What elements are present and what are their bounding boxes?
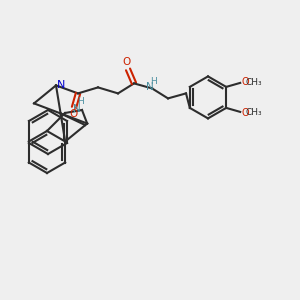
- Text: N: N: [57, 80, 65, 90]
- Text: O: O: [69, 110, 77, 119]
- Text: H: H: [78, 98, 84, 106]
- Text: CH₃: CH₃: [246, 108, 262, 117]
- Text: N: N: [146, 82, 154, 92]
- Text: O: O: [242, 108, 249, 118]
- Text: O: O: [122, 57, 130, 68]
- Text: CH₃: CH₃: [246, 78, 262, 87]
- Text: N: N: [73, 104, 81, 114]
- Text: H: H: [150, 77, 156, 86]
- Text: O: O: [242, 77, 249, 87]
